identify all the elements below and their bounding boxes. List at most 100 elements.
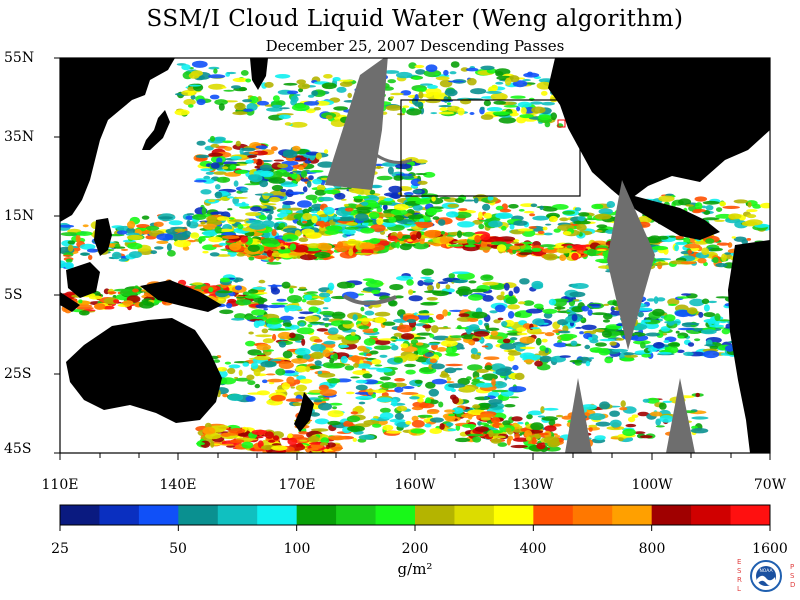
cloud-patch — [271, 229, 277, 237]
cloud-patch — [377, 213, 395, 218]
cloud-patch — [360, 306, 365, 312]
cloud-patch — [319, 389, 337, 397]
cloud-patch — [443, 69, 449, 76]
cloud-patch — [276, 113, 294, 116]
lon-label-140e: 140E — [159, 477, 197, 493]
cloud-patch — [693, 208, 706, 213]
cloud-patch — [427, 212, 436, 216]
cloud-patch — [426, 411, 439, 415]
cloud-patch — [208, 74, 226, 79]
cloud-patch — [642, 398, 650, 403]
cloud-patch — [224, 361, 231, 365]
cloud-patch — [322, 307, 329, 310]
cloud-patch — [531, 437, 537, 445]
cloud-patch — [425, 87, 442, 96]
cloud-patch — [655, 418, 661, 426]
cloud-patch — [653, 342, 665, 349]
cloud-patch — [153, 221, 164, 227]
cloud-patch — [218, 242, 227, 246]
cloud-patch — [350, 376, 360, 379]
cloud-patch — [509, 224, 515, 230]
cloud-patch — [525, 308, 543, 314]
cloud-patch — [240, 70, 249, 76]
cloud-patch — [191, 282, 204, 286]
swath-north-pacific — [325, 58, 388, 190]
cloud-patch — [529, 213, 536, 217]
cloud-patch — [530, 203, 538, 208]
cloud-patch — [514, 433, 520, 440]
cloud-patch — [314, 100, 330, 106]
cloud-patch — [282, 200, 296, 205]
cloud-patch — [487, 196, 494, 201]
cloud-patch — [527, 410, 543, 416]
cloud-patch — [271, 445, 288, 451]
cloud-patch — [208, 287, 214, 293]
cloud-patch — [299, 378, 313, 384]
cloud-patch — [499, 424, 505, 428]
cloud-patch — [473, 331, 490, 337]
cloud-patch — [352, 437, 357, 442]
cloud-patch — [647, 347, 658, 352]
cloud-patch — [369, 350, 379, 355]
cloud-patch — [472, 404, 481, 409]
cloud-patch — [107, 291, 117, 295]
cloud-patch — [624, 354, 638, 358]
cloud-patch — [458, 313, 470, 318]
cloud-patch — [222, 166, 229, 170]
cloud-patch — [254, 352, 266, 356]
cloud-patch — [372, 423, 382, 428]
cloud-patch — [618, 437, 624, 442]
cloud-patch — [461, 413, 474, 418]
cloud-patch — [294, 347, 311, 356]
cloud-patch — [747, 201, 752, 208]
cloud-patch — [308, 321, 325, 324]
cloud-patch — [195, 154, 210, 159]
cloud-patch — [111, 251, 122, 260]
cloud-patch — [274, 217, 284, 220]
cloud-patch — [188, 104, 194, 108]
cloud-patch — [452, 271, 470, 275]
cloud-patch — [226, 196, 235, 199]
cloud-patch — [245, 395, 256, 402]
cloud-patch — [496, 294, 505, 301]
cloud-patch — [252, 286, 267, 290]
cloud-patch — [490, 330, 499, 336]
cloud-patch — [427, 84, 438, 89]
cloud-patch — [231, 317, 245, 321]
cloud-patch — [281, 382, 291, 390]
cloud-patch — [609, 419, 622, 428]
cloud-patch — [653, 296, 659, 304]
cloud-patch — [514, 243, 525, 246]
cloud-patch — [457, 107, 465, 116]
cloud-patch — [214, 191, 223, 199]
cloud-patch — [200, 168, 214, 172]
cloud-patch — [354, 405, 364, 412]
cloud-patch — [288, 191, 305, 195]
cloud-patch — [373, 345, 392, 350]
colorbar-label-100: 100 — [283, 541, 311, 557]
cloud-patch — [65, 258, 73, 263]
cloud-patch — [173, 233, 189, 241]
cloud-patch — [525, 436, 532, 441]
cloud-patch — [444, 337, 462, 342]
cloud-patch — [333, 106, 348, 111]
cloud-patch — [79, 243, 96, 250]
cloud-patch — [547, 247, 555, 250]
lon-label-100w: 100W — [631, 477, 673, 493]
cloud-patch — [465, 67, 479, 72]
cloud-patch — [705, 205, 714, 211]
cloud-patch — [145, 225, 160, 231]
cloud-patch — [374, 311, 391, 317]
land-sumatra — [60, 292, 80, 312]
cloud-patch — [174, 228, 186, 233]
cloud-patch — [122, 300, 134, 306]
cloud-patch — [248, 151, 259, 155]
cloud-patch — [516, 332, 528, 336]
cloud-patch — [509, 245, 521, 250]
cloud-patch — [228, 217, 235, 220]
cloud-patch — [481, 345, 489, 348]
cloud-patch — [655, 425, 665, 428]
cloud-patch — [283, 149, 296, 156]
cloud-patch — [314, 189, 327, 196]
cloud-patch — [571, 314, 578, 322]
